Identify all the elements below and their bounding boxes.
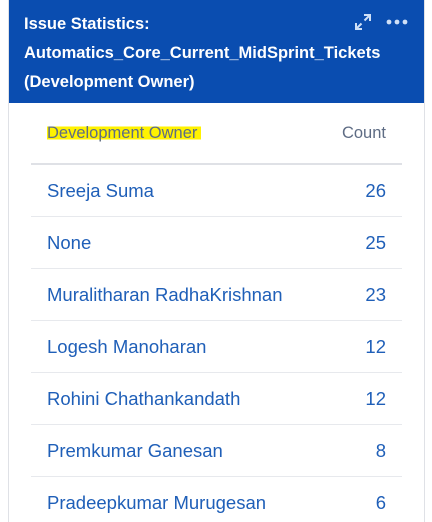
owner-link[interactable]: Rohini Chathankandath	[47, 387, 241, 409]
expand-icon[interactable]	[352, 11, 374, 33]
table-row: None 25	[31, 216, 402, 269]
owner-link[interactable]: Logesh Manoharan	[47, 335, 207, 357]
table-row: Rohini Chathankandath 12	[31, 372, 402, 425]
owner-link[interactable]: Premkumar Ganesan	[47, 439, 223, 461]
count-link[interactable]: 23	[365, 283, 386, 305]
statistics-table: Development Owner Count Sreeja Suma 26 N…	[31, 103, 402, 522]
count-link[interactable]: 12	[365, 387, 386, 409]
owner-link[interactable]: Pradeepkumar Murugesan	[47, 491, 267, 513]
gadget-header: Issue Statistics: Automatics_Core_Curren…	[9, 0, 424, 103]
table-row: Muralitharan RadhaKrishnan 23	[31, 268, 402, 321]
gadget-title-line-3: (Development Owner)	[24, 73, 195, 91]
owner-link[interactable]: Sreeja Suma	[47, 179, 154, 201]
column-header-development-owner[interactable]: Development Owner	[31, 103, 331, 165]
count-link[interactable]: 6	[375, 491, 386, 513]
highlighted-header-label: Development Owner	[47, 123, 202, 142]
owner-link[interactable]: Muralitharan RadhaKrishnan	[47, 283, 283, 305]
gadget-title-line-1: Issue Statistics:	[24, 15, 150, 33]
table-row: Premkumar Ganesan 8	[31, 424, 402, 477]
table-header-row: Development Owner Count	[31, 103, 402, 165]
header-actions	[352, 11, 408, 33]
count-link[interactable]: 12	[365, 335, 386, 357]
table-row: Logesh Manoharan 12	[31, 320, 402, 373]
count-link[interactable]: 8	[375, 439, 386, 461]
issue-statistics-gadget: Issue Statistics: Automatics_Core_Curren…	[8, 0, 425, 522]
count-link[interactable]: 26	[365, 179, 386, 201]
count-link[interactable]: 25	[365, 231, 386, 253]
gadget-title-line-2: Automatics_Core_Current_MidSprint_Ticket…	[24, 44, 381, 62]
statistics-body: Development Owner Count Sreeja Suma 26 N…	[9, 103, 424, 522]
table-row: Pradeepkumar Murugesan 6	[31, 476, 402, 522]
table-row: Sreeja Suma 26	[31, 164, 402, 217]
owner-link[interactable]: None	[47, 231, 92, 253]
more-options-icon[interactable]	[386, 11, 408, 33]
column-header-count[interactable]: Count	[330, 103, 402, 165]
